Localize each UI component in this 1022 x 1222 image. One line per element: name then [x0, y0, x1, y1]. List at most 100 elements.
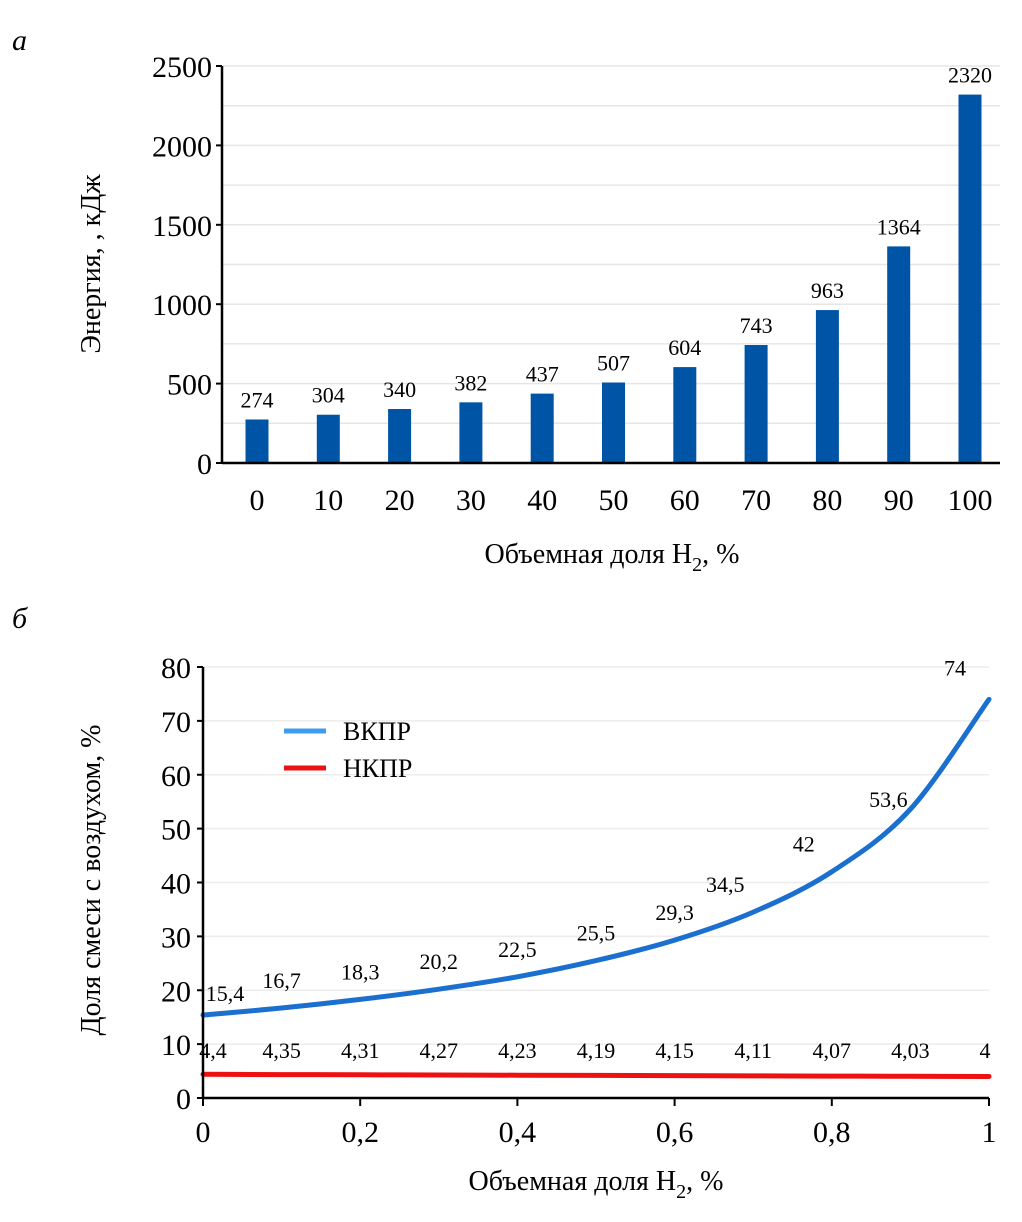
line-data-label-vkpr: 29,3: [655, 900, 694, 925]
line-data-label-nkpr: 4,27: [420, 1038, 459, 1063]
bar-data-label: 382: [454, 370, 487, 395]
bar-x-tick-label: 10: [313, 484, 343, 517]
bar-80: [815, 310, 839, 463]
line-data-label-vkpr: 25,5: [577, 921, 616, 946]
line-y-tick-label: 60: [161, 760, 191, 793]
bar-data-label: 2320: [948, 63, 992, 88]
line-x-axis-title-subscript: 2: [676, 1181, 686, 1203]
bar-data-label: 963: [811, 278, 844, 303]
bar-x-tick-label: 50: [599, 484, 629, 517]
bar-data-label: 604: [668, 335, 701, 360]
bar-x-tick-label: 20: [385, 484, 415, 517]
line-y-tick-label: 20: [161, 975, 191, 1008]
line-data-label-nkpr: 4,03: [891, 1038, 930, 1063]
line-y-tick-label: 40: [161, 868, 191, 901]
bar-y-tick-label: 500: [167, 369, 212, 402]
line-data-label-nkpr: 4,11: [734, 1038, 772, 1063]
line-data-label-vkpr: 34,5: [706, 872, 745, 897]
bar-data-label: 340: [383, 377, 416, 402]
line-x-tick-label: 0,4: [499, 1116, 537, 1149]
bar-data-label: 274: [241, 387, 274, 412]
line-y-tick-label: 80: [161, 652, 191, 685]
line-data-label-vkpr: 20,2: [420, 949, 459, 974]
line-y-tick-label: 70: [161, 706, 191, 739]
line-data-label-vkpr: 53,6: [869, 787, 908, 812]
line-data-label-nkpr: 4,19: [577, 1038, 616, 1063]
line-y-axis-title: Доля смеси с воздухом, %: [76, 725, 107, 1036]
line-y-tick-label: 50: [161, 814, 191, 847]
bar-20: [388, 409, 412, 463]
line-data-label-vkpr: 18,3: [341, 959, 380, 984]
series-line-nkpr: [200, 1071, 992, 1079]
line-x-axis-title: Объемная доля H2, %: [469, 1166, 724, 1203]
line-x-axis-title-suffix: , %: [686, 1166, 723, 1197]
bar-chart: а 274 304 340 382 437 507 604 743 963 1364 2320 0 5…: [12, 24, 1000, 576]
line-chart: б 15,416,7 18,3 20,2 22,525,529,334,54253,6…: [12, 602, 997, 1203]
bar-data-label: 507: [597, 350, 630, 375]
panel-letter-b: б: [12, 602, 28, 635]
line-x-tick-label: 0,8: [813, 1116, 851, 1149]
bar-x-axis-title: Объемная доля H2, %: [485, 539, 740, 576]
line-data-labels: 15,4 16,7 18,3 20,2 22,5 25,5 29,3 34,5 42 53,6 74…: [199, 655, 990, 1063]
line-x-tick-label: 0: [196, 1116, 211, 1149]
bar-y-tick-label: 1000: [152, 289, 212, 322]
bar-60: [673, 367, 697, 463]
bar-data-labels: 274 304 340 382 437 507 604 743 963 1364 2320: [241, 63, 993, 413]
bar-data-label: 437: [526, 362, 559, 387]
bar-90: [887, 246, 911, 463]
line-x-tick-label: 1: [982, 1116, 997, 1149]
line-y-tick-label: 10: [161, 1029, 191, 1062]
bar-x-tick-label: 70: [741, 484, 771, 517]
line-axes: [197, 666, 990, 1106]
bar-x-tick-label: 80: [812, 484, 842, 517]
bar-x-tick-label: 100: [948, 484, 993, 517]
line-data-label-nkpr: 4,35: [262, 1038, 301, 1063]
bar-x-tick-label: 40: [527, 484, 557, 517]
legend: ВКПР НКПР: [284, 717, 412, 783]
line-series: [200, 696, 992, 1079]
line-data-label-nkpr: 4,15: [655, 1038, 694, 1063]
bar-x-tick-label: 60: [670, 484, 700, 517]
panel-letter-a: а: [12, 24, 27, 57]
legend-label-nkpr: НКПР: [343, 754, 412, 783]
bar-y-tick-label: 0: [197, 448, 212, 481]
bar-x-axis-title-suffix: , %: [702, 539, 739, 570]
bar-50: [602, 382, 625, 463]
bar-data-label: 304: [312, 383, 345, 408]
bar-30: [459, 402, 483, 463]
line-data-label-vkpr: 42: [793, 832, 815, 857]
bar-y-tick-label: 2500: [152, 51, 212, 84]
bar-10: [316, 414, 340, 463]
legend-label-vkpr: ВКПР: [343, 717, 411, 746]
bar-40: [530, 393, 554, 463]
line-x-tick-labels: 0 0,2 0,4 0,6 0,8 1: [196, 1116, 997, 1149]
bar-0: [245, 419, 269, 463]
bar-gridlines: [222, 65, 1000, 425]
bar-x-tick-label: 0: [250, 484, 265, 517]
line-y-tick-label: 30: [161, 921, 191, 954]
line-x-tick-label: 0,6: [656, 1116, 694, 1149]
bar-x-tick-labels: 0 10 20 30 40 50 60 70 80 90 100: [250, 484, 993, 517]
bar-y-tick-label: 2000: [152, 130, 212, 163]
bar-100: [958, 94, 982, 464]
bar-y-tick-label: 1500: [152, 210, 212, 243]
bar-data-label: 743: [740, 313, 773, 338]
line-data-label-vkpr: 74: [944, 655, 966, 680]
line-data-label-nkpr: 4,31: [341, 1038, 380, 1063]
line-gridlines: [203, 666, 989, 1045]
bar-series: [245, 94, 982, 464]
bar-x-tick-label: 30: [456, 484, 486, 517]
line-data-label-vkpr: 15,4: [206, 981, 245, 1006]
line-y-tick-labels: 0 10 20 30 40 50 60 70 80: [161, 652, 191, 1116]
bar-x-tick-label: 90: [884, 484, 914, 517]
line-data-label-nkpr: 4,07: [813, 1038, 852, 1063]
line-data-label-nkpr: 4: [980, 1038, 991, 1063]
bar-data-label: 1364: [877, 214, 921, 239]
line-data-label-vkpr: 22,5: [498, 937, 537, 962]
line-x-tick-label: 0,2: [341, 1116, 379, 1149]
bar-axes: [216, 65, 1000, 465]
line-data-label-vkpr: 16,7: [262, 968, 301, 993]
line-x-axis-title-main: Объемная доля H: [469, 1166, 677, 1197]
series-line-vkpr: [200, 696, 992, 1018]
